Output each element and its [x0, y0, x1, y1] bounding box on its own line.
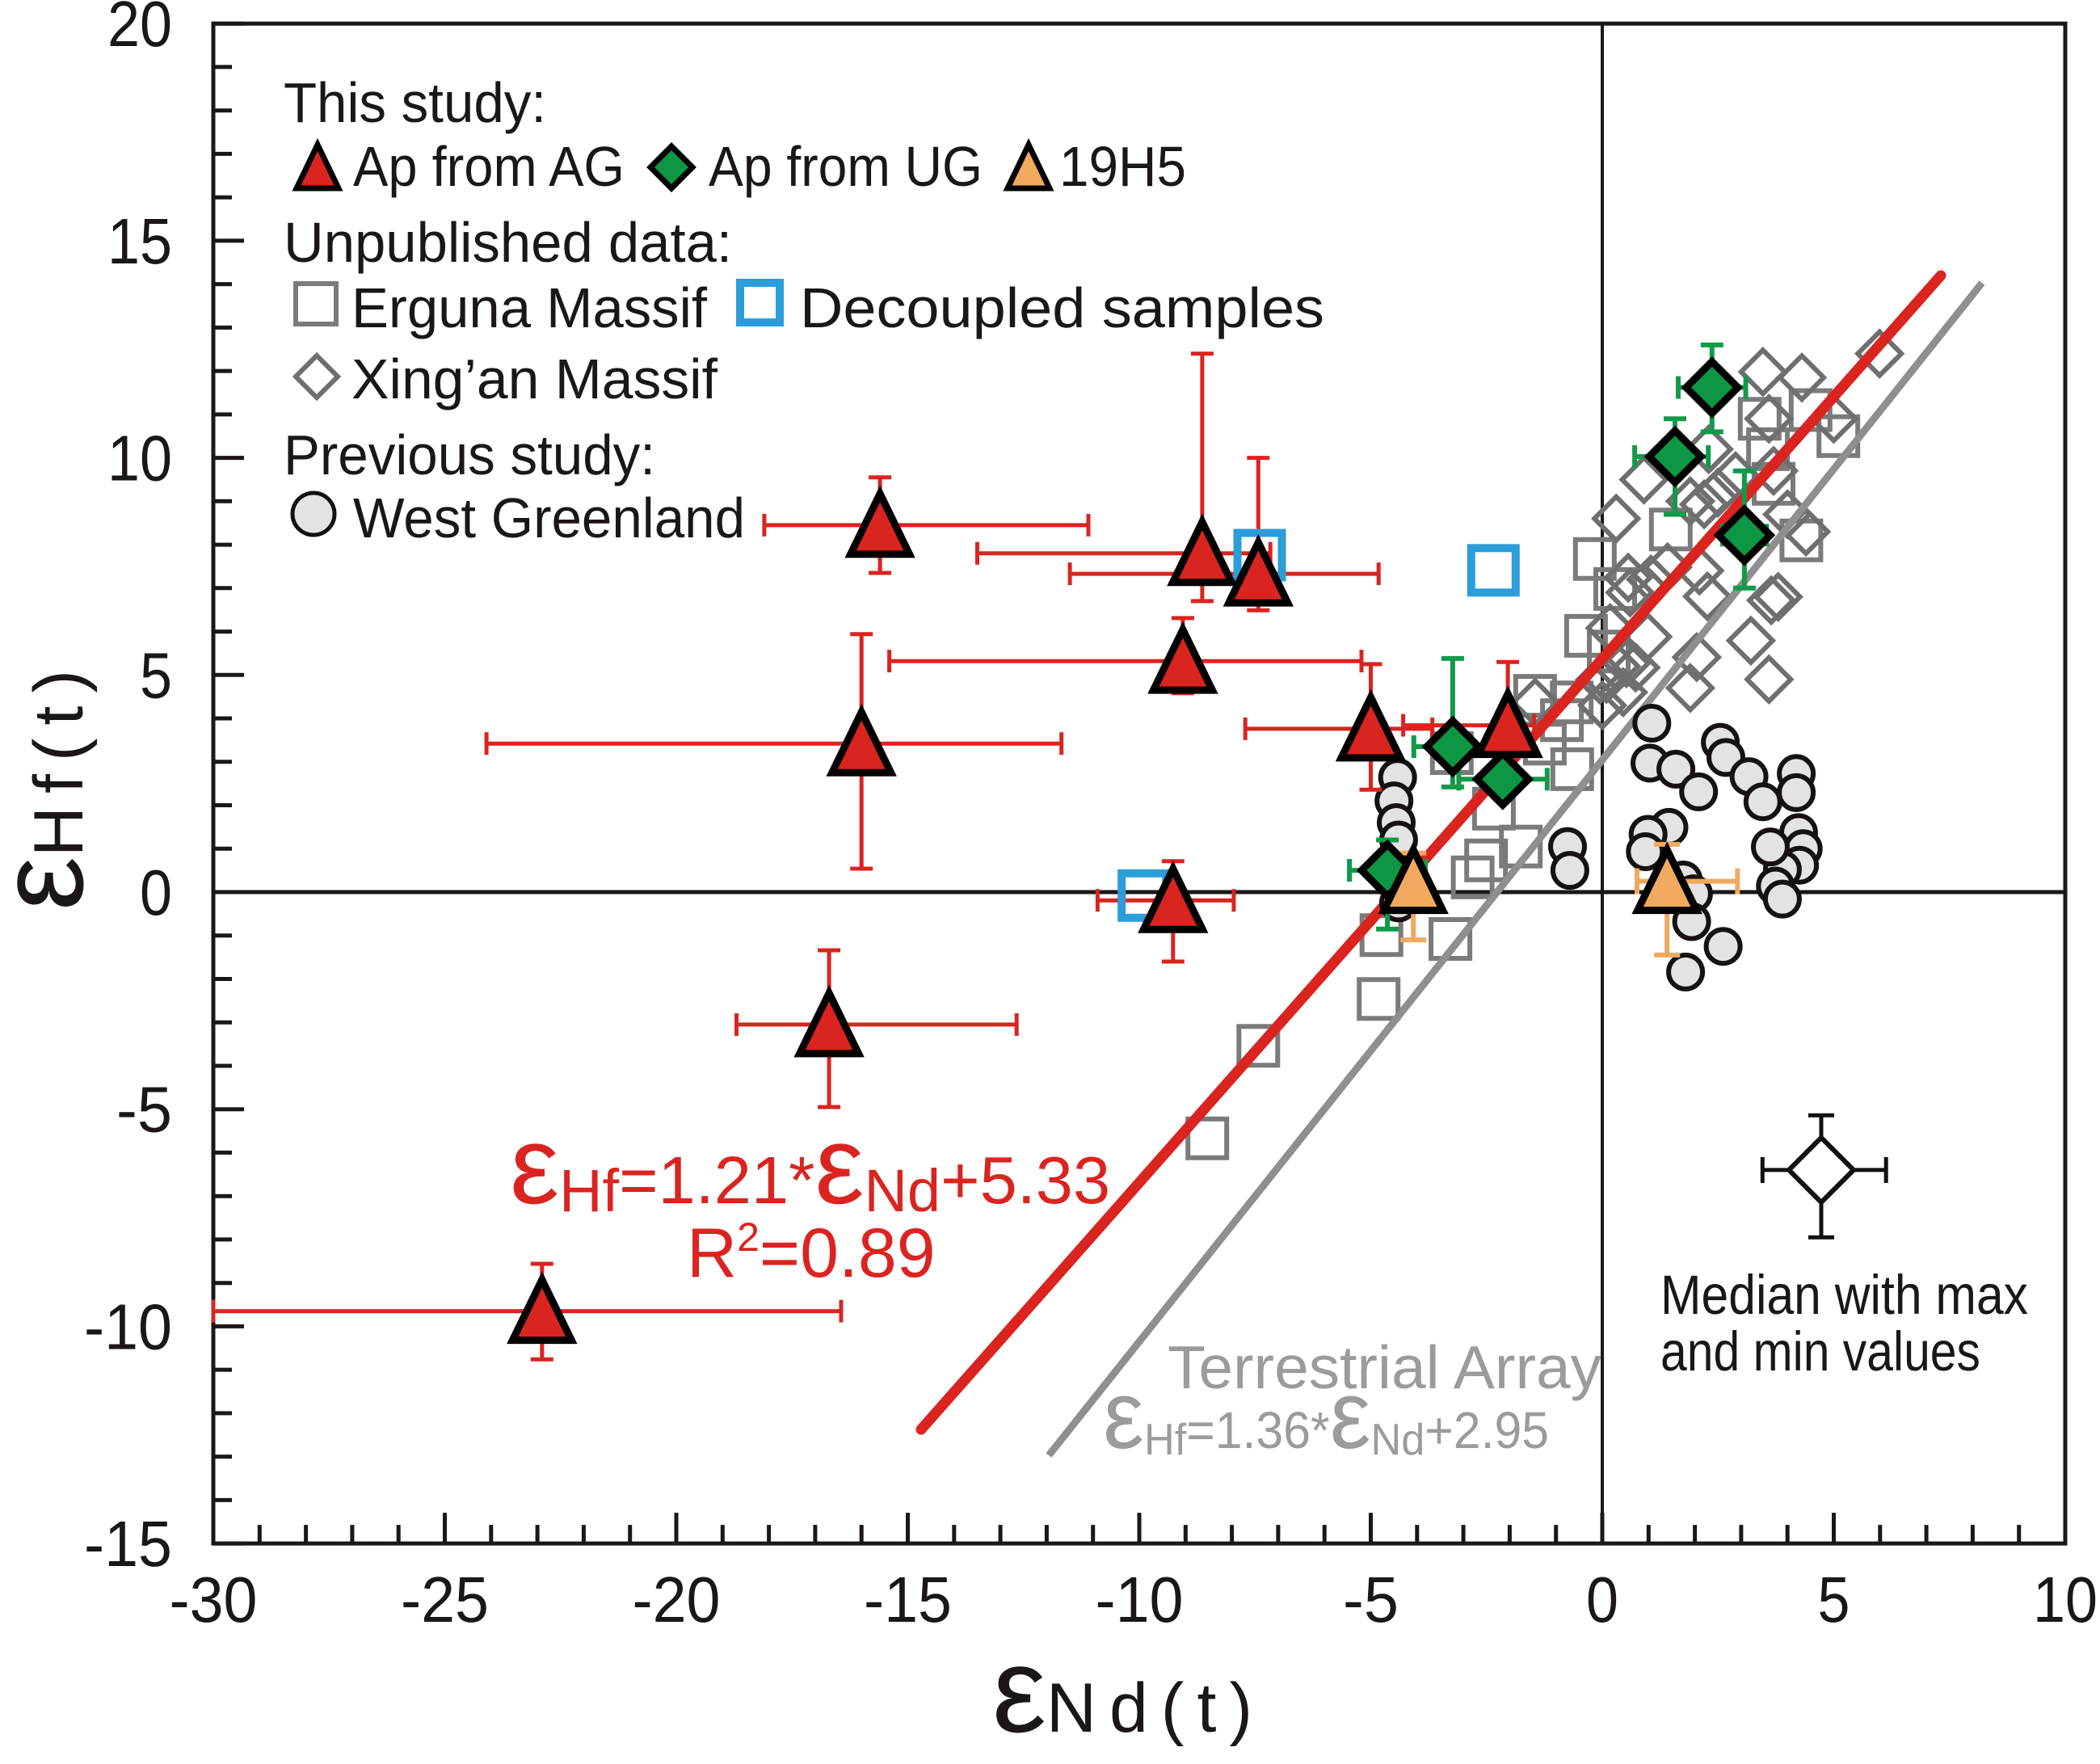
svg-text:-5: -5 [116, 1074, 172, 1146]
svg-text:εHf=1.36*εNd+2.95: εHf=1.36*εNd+2.95 [1103, 1360, 1549, 1468]
svg-text:Ap from AG: Ap from AG [353, 135, 625, 198]
svg-text:-30: -30 [170, 1564, 258, 1636]
svg-text:Median with max: Median with max [1660, 1264, 2028, 1326]
svg-text:5: 5 [1818, 1564, 1850, 1636]
svg-text:-20: -20 [633, 1564, 721, 1636]
svg-text:εHf=1.21*εNd+5.33: εHf=1.21*εNd+5.33 [510, 1104, 1110, 1227]
svg-text:5: 5 [140, 639, 172, 711]
svg-text:-15: -15 [84, 1508, 172, 1580]
svg-text:R2=0.89: R2=0.89 [687, 1215, 936, 1292]
svg-text:0: 0 [140, 857, 172, 928]
svg-text:15: 15 [107, 205, 172, 277]
svg-text:West Greenland: West Greenland [353, 486, 745, 549]
svg-text:20: 20 [107, 0, 172, 60]
svg-text:-10: -10 [1096, 1564, 1184, 1636]
svg-text:εNd(t): εNd(t) [992, 1622, 1265, 1758]
svg-text:-10: -10 [84, 1290, 172, 1362]
svg-text:Previous study:: Previous study: [284, 423, 655, 486]
svg-text:19H5: 19H5 [1059, 135, 1186, 198]
svg-text:10: 10 [107, 423, 172, 495]
svg-text:Decoupled samples: Decoupled samples [800, 276, 1324, 339]
svg-text:0: 0 [1586, 1564, 1618, 1636]
svg-text:10: 10 [2033, 1564, 2098, 1636]
svg-text:-5: -5 [1343, 1564, 1399, 1636]
svg-text:-15: -15 [864, 1564, 952, 1636]
svg-text:Unpublished data:: Unpublished data: [284, 211, 732, 274]
svg-text:Terrestrial Array: Terrestrial Array [1168, 1333, 1601, 1401]
svg-text:Ap from UG: Ap from UG [709, 135, 983, 198]
svg-text:and min values: and min values [1660, 1320, 1980, 1383]
svg-text:Erguna Massif: Erguna Massif [351, 276, 708, 339]
svg-text:Xing’an Massif: Xing’an Massif [351, 347, 718, 410]
svg-text:-25: -25 [401, 1564, 489, 1636]
svg-text:εHf(t): εHf(t) [0, 657, 108, 911]
svg-text:This study:: This study: [284, 71, 546, 134]
